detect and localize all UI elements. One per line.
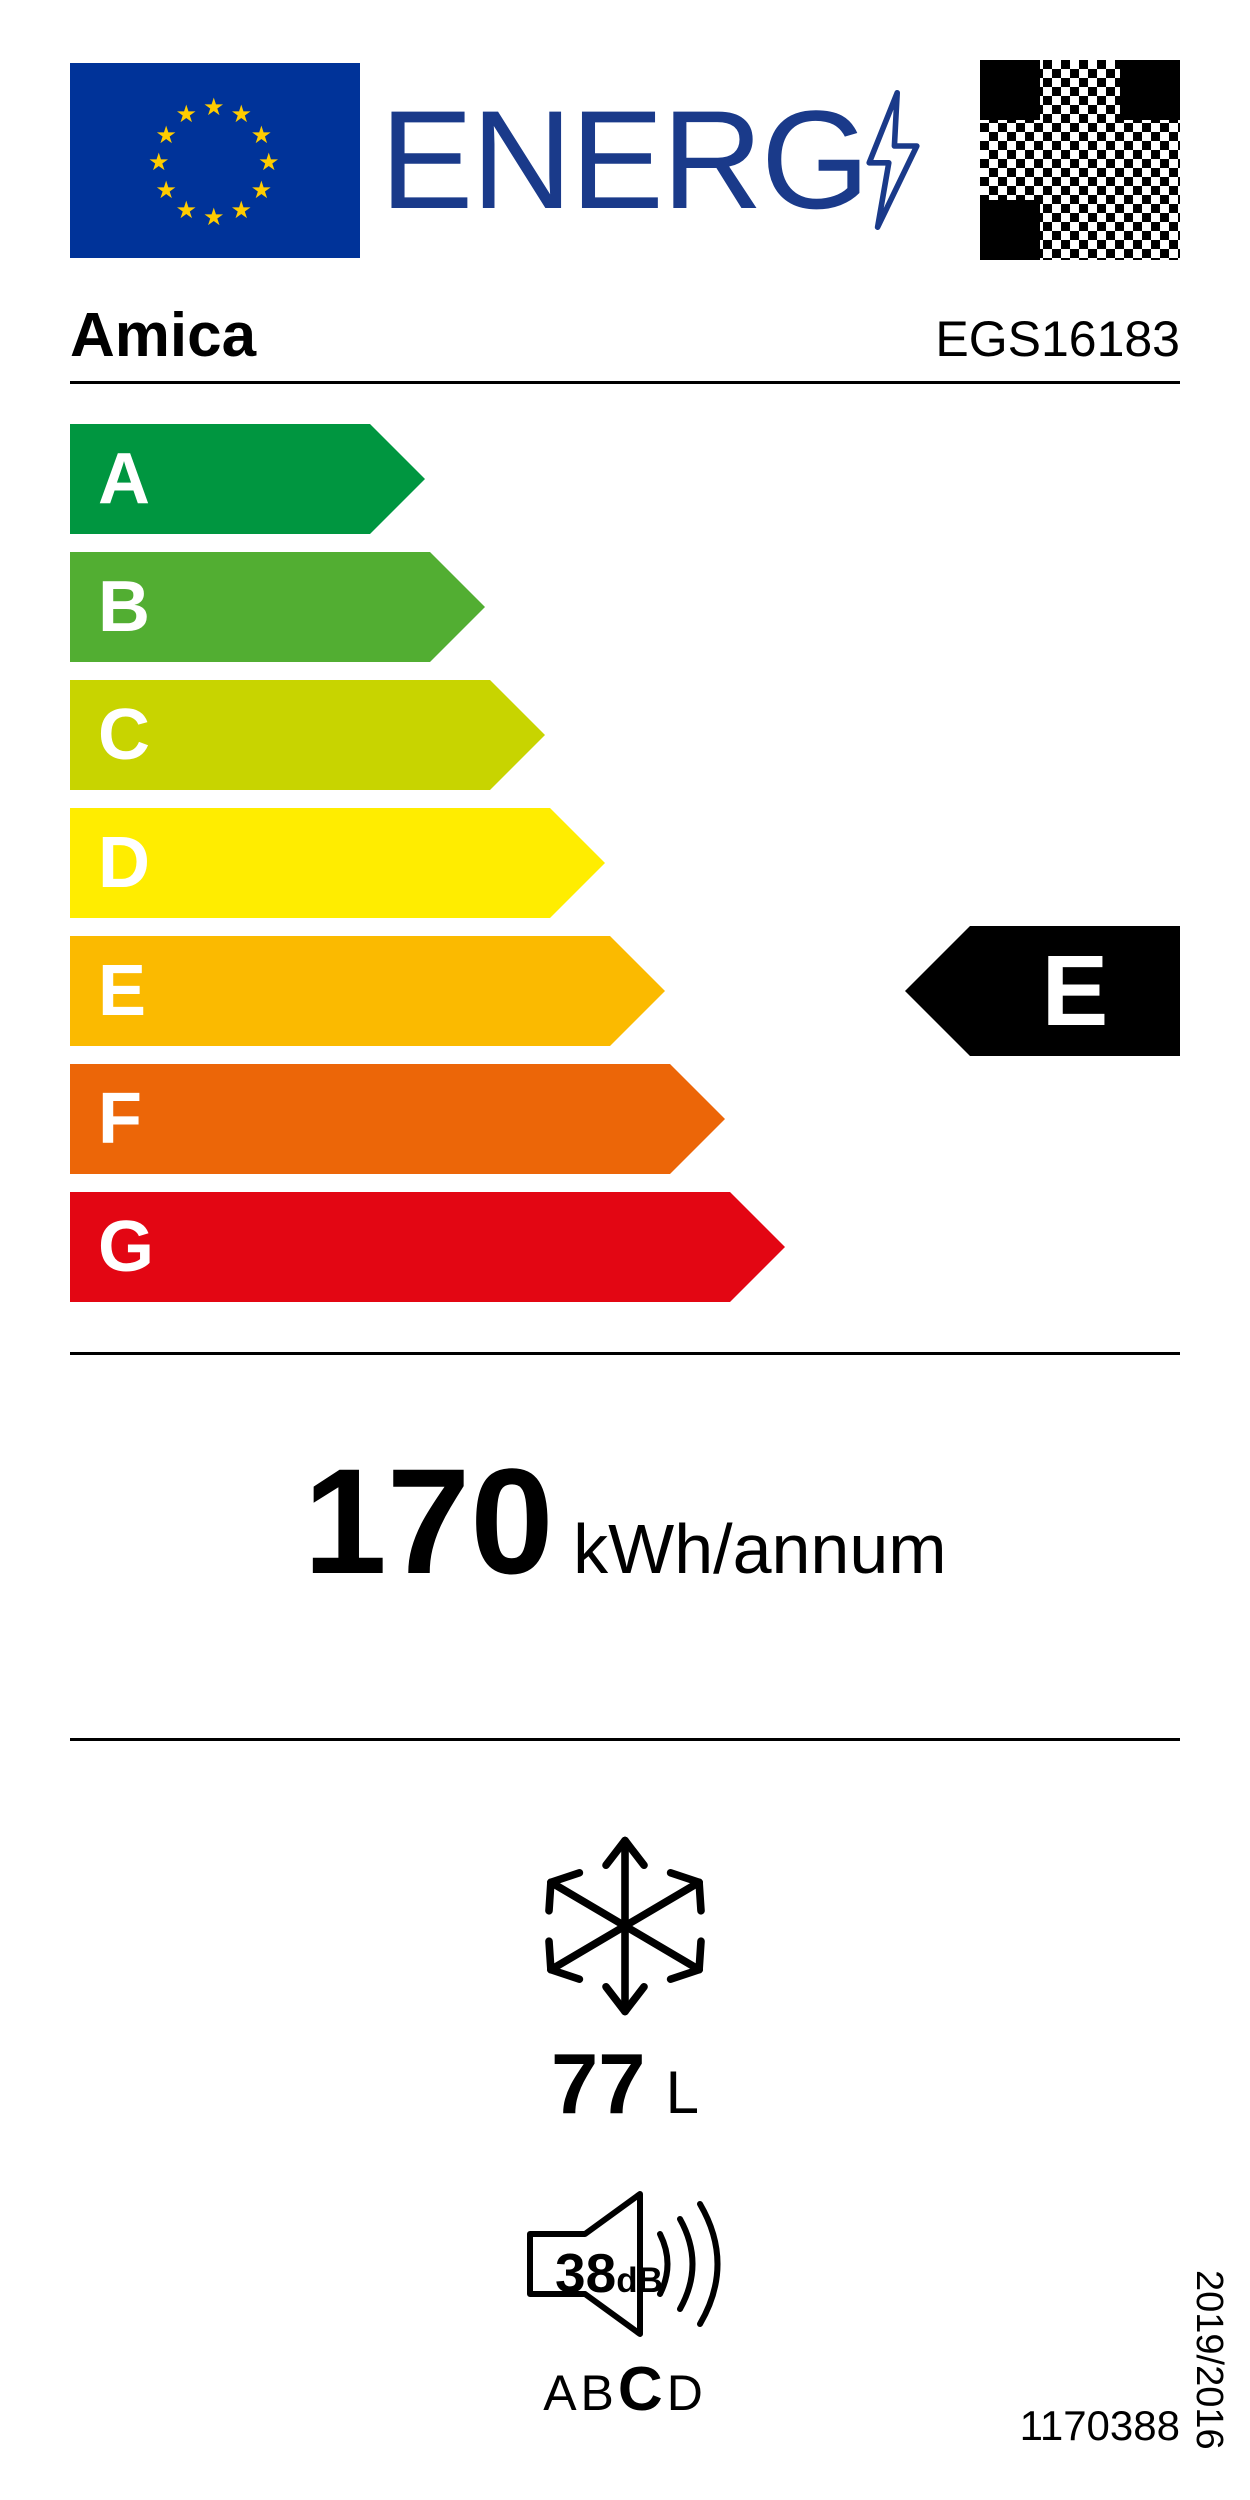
consumption-value: 170 xyxy=(303,1437,553,1605)
freezer-capacity-unit: L xyxy=(666,2058,699,2127)
noise-block: 38dB ABCD xyxy=(510,2184,740,2425)
scale-row-d: D xyxy=(70,808,1180,918)
noise-db: 38dB xyxy=(555,2241,663,2305)
eu-flag-icon: ★★★★★★★★★★★★ xyxy=(70,63,360,258)
scale-row-a: A xyxy=(70,424,1180,534)
noise-class-letter: C xyxy=(618,2355,667,2424)
scale-row-f: F xyxy=(70,1064,1180,1174)
scale-row-g: G xyxy=(70,1192,1180,1302)
header: ★★★★★★★★★★★★ ENERG xyxy=(70,60,1180,260)
scale-letter: E xyxy=(98,950,146,1032)
divider xyxy=(70,1738,1180,1741)
efficiency-scale: ABCDEFG E xyxy=(70,424,1180,1302)
rating-indicator: E xyxy=(970,926,1180,1056)
noise-db-unit: dB xyxy=(616,2261,663,2300)
scale-row-b: B xyxy=(70,552,1180,662)
noise-class-letter: A xyxy=(543,2365,580,2421)
consumption-block: 170 kWh/annum xyxy=(70,1355,1180,1688)
rating-letter: E xyxy=(1042,934,1109,1049)
specs-block: 77 L 38dB ABCD xyxy=(70,1831,1180,2425)
product-row: Amica EGS16183 xyxy=(70,300,1180,384)
noise-class-letter: B xyxy=(581,2365,618,2421)
model-number: EGS16183 xyxy=(935,310,1180,368)
scale-letter: F xyxy=(98,1078,142,1160)
snowflake-icon xyxy=(530,1831,720,2021)
noise-class-letter: D xyxy=(667,2365,707,2421)
scale-letter: D xyxy=(98,822,150,904)
qr-code-icon xyxy=(980,60,1180,260)
scale-row-c: C xyxy=(70,680,1180,790)
brand-name: Amica xyxy=(70,300,256,371)
scale-letter: A xyxy=(98,438,150,520)
freezer-capacity-value: 77 xyxy=(551,2036,646,2134)
energy-heading: ENERG xyxy=(380,79,960,241)
noise-class-scale: ABCD xyxy=(543,2354,707,2425)
footer-reference: 1170388 xyxy=(1020,2402,1180,2450)
energy-word: ENERG xyxy=(380,79,868,241)
scale-letter: G xyxy=(98,1206,154,1288)
consumption-unit: kWh/annum xyxy=(573,1510,946,1588)
scale-letter: B xyxy=(98,566,150,648)
scale-letter: C xyxy=(98,694,150,776)
lightning-bolt-icon xyxy=(858,90,928,230)
noise-db-value: 38 xyxy=(555,2242,616,2304)
freezer-capacity-block: 77 L xyxy=(530,1831,720,2134)
regulation-number: 2019/2016 xyxy=(1187,2270,1230,2450)
